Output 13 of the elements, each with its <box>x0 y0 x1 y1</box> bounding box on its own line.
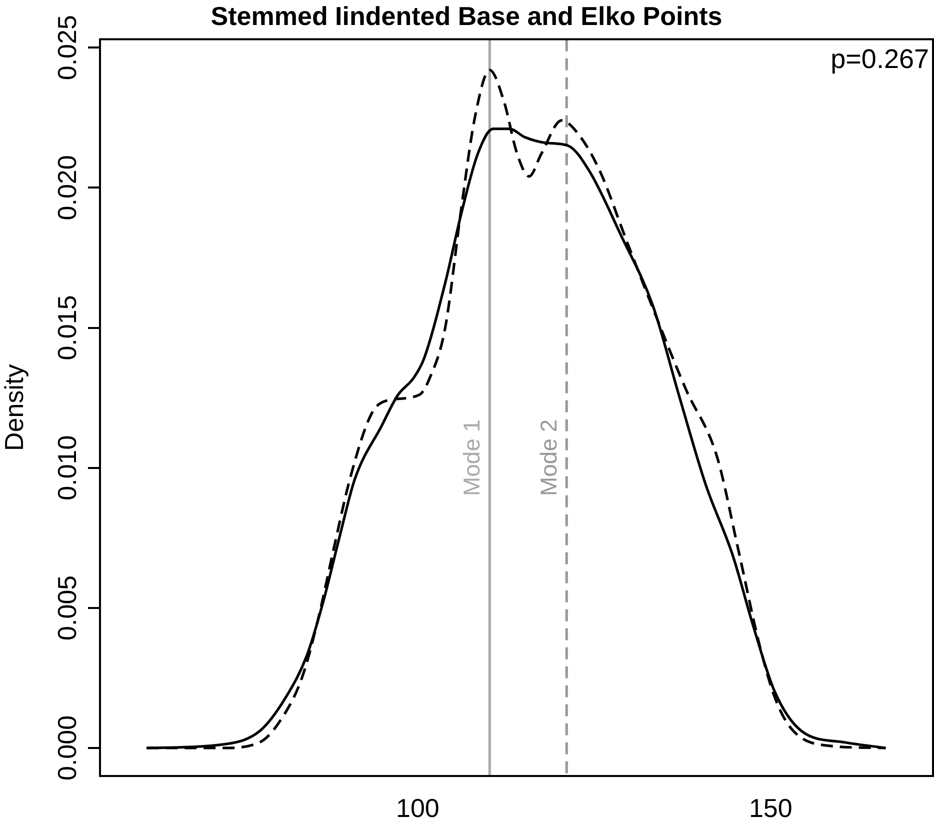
chart-title: Stemmed Iindented Base and Elko Points <box>210 0 722 31</box>
ref-line-label: Mode 2 <box>535 419 562 496</box>
y-tick-label: 0.025 <box>52 15 82 80</box>
y-tick-label: 0.015 <box>52 295 82 360</box>
x-tick-label: 100 <box>396 792 440 823</box>
x-tick-label: 150 <box>748 792 792 823</box>
y-tick-label: 0.010 <box>52 435 82 500</box>
ref-line-label: Mode 1 <box>458 419 485 496</box>
y-tick-label: 0.000 <box>52 715 82 781</box>
y-tick-label: 0.020 <box>52 155 82 220</box>
annotation: p=0.267 <box>830 44 929 74</box>
y-axis-title: Density <box>0 364 29 451</box>
y-tick-label: 0.005 <box>52 575 82 640</box>
